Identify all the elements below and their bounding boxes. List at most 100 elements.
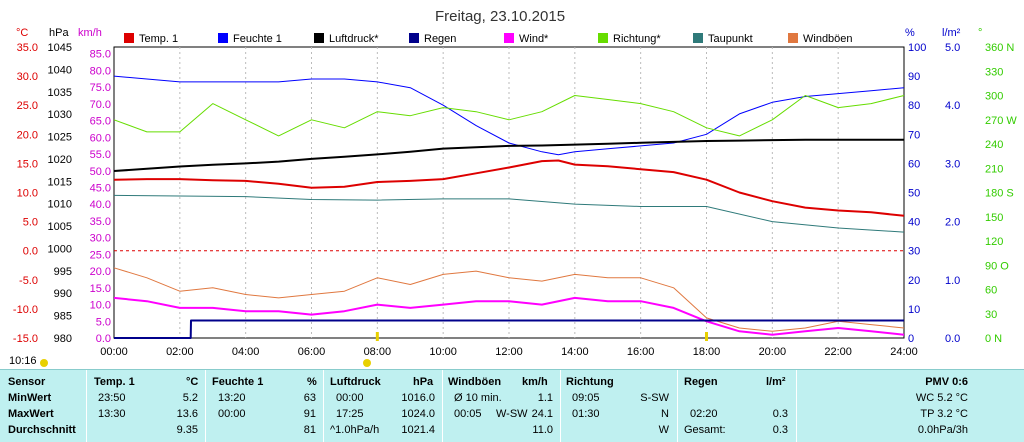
- hum-avg-value: 81: [303, 424, 316, 436]
- tick-label: 1025: [48, 132, 72, 144]
- tick-label: 0 N: [985, 333, 1002, 345]
- dir-r3-value: W: [658, 424, 669, 436]
- press-min-time: 00:00: [336, 392, 364, 404]
- x-tick-label: 12:00: [495, 346, 523, 358]
- tick-label: 50: [908, 188, 920, 200]
- legend-label: Richtung*: [613, 33, 661, 45]
- tick-label: 75.0: [90, 82, 111, 94]
- tick-label: 55.0: [90, 149, 111, 161]
- gust-max-dir: W-SW: [496, 408, 528, 420]
- tick-label: 80: [908, 100, 920, 112]
- temp-max-time: 13:30: [98, 408, 126, 420]
- x-tick-label: 08:00: [364, 346, 392, 358]
- tick-label: 10.0: [17, 188, 38, 200]
- tick-label: 50.0: [90, 166, 111, 178]
- legend-label: Luftdruck*: [329, 33, 379, 45]
- press-max-time: 17:25: [336, 408, 364, 420]
- divider: [442, 370, 443, 442]
- axis-unit: %: [905, 27, 915, 39]
- tick-label: 100: [908, 42, 926, 54]
- sensor-header: Sensor: [8, 376, 46, 388]
- legend-swatch: [409, 33, 419, 43]
- tick-label: 1015: [48, 176, 72, 188]
- rain-unit: l/m²: [766, 376, 786, 388]
- x-tick-label: 00:00: [100, 346, 128, 358]
- divider: [86, 370, 87, 442]
- tick-label: 120: [985, 236, 1003, 248]
- durchschnitt-label: Durchschnitt: [8, 424, 76, 436]
- series-regen: [114, 319, 904, 339]
- tick-label: 1010: [48, 199, 72, 211]
- hum-max-value: 91: [303, 408, 316, 420]
- axis-unit: °: [978, 27, 982, 39]
- legend-swatch: [788, 33, 798, 43]
- hum-header: Feuchte 1: [212, 376, 264, 388]
- time-label: 10:16: [9, 355, 37, 367]
- pmv-pressure-trend: 0.0hPa/3h: [917, 424, 968, 436]
- gust-unit: km/h: [522, 376, 548, 388]
- tick-label: 20.0: [17, 129, 38, 141]
- tick-label: 5.0: [96, 316, 111, 328]
- tick-label: 20: [908, 275, 920, 287]
- tick-label: 4.0: [945, 100, 960, 112]
- dir-r1-value: S-SW: [640, 392, 669, 404]
- tick-label: 180 S: [985, 188, 1014, 200]
- tick-label: 70.0: [90, 99, 111, 111]
- dir-r2-time: 01:30: [572, 408, 600, 420]
- press-unit: hPa: [413, 376, 434, 388]
- dir-header: Richtung: [566, 376, 614, 388]
- rain-total-value: 0.3: [772, 424, 788, 436]
- hum-min-value: 63: [303, 392, 316, 404]
- series-layer: [113, 75, 905, 339]
- tick-label: -10.0: [13, 304, 38, 316]
- legend-swatch: [314, 33, 324, 43]
- tick-label: 35.0: [90, 216, 111, 228]
- tick-label: 1005: [48, 221, 72, 233]
- tick-label: 25.0: [17, 100, 38, 112]
- tick-label: 150: [985, 212, 1003, 224]
- weather-chart: Freitag, 23.10.2015 Temp. 1 Feuchte 1 Luft…: [13, 8, 1017, 367]
- tick-label: 65.0: [90, 116, 111, 128]
- series-wind: [113, 296, 905, 336]
- maxwert-label: MaxWert: [8, 408, 54, 420]
- legend-label: Taupunkt: [708, 33, 753, 45]
- hum-min-time: 13:20: [218, 392, 246, 404]
- tick-label: 1.0: [945, 275, 960, 287]
- tick-label: 985: [54, 311, 72, 323]
- series-luftdruck: [113, 138, 904, 172]
- x-tick-label: 20:00: [759, 346, 787, 358]
- dir-r1-time: 09:05: [572, 392, 600, 404]
- grid: [114, 47, 904, 338]
- series-temp-1: [113, 159, 905, 217]
- pmv-header: PMV 0:6: [925, 376, 968, 388]
- chart-title: Freitag, 23.10.2015: [435, 8, 565, 25]
- tick-label: 10.0: [90, 300, 111, 312]
- tick-label: 270 W: [985, 115, 1017, 127]
- x-tick-label: 24:00: [890, 346, 918, 358]
- series-richtung: [113, 95, 905, 137]
- tick-label: 40: [908, 217, 920, 229]
- gust-max-value: 24.1: [531, 408, 553, 420]
- tick-label: 85.0: [90, 49, 111, 61]
- gust-max-time: 00:05: [454, 408, 482, 420]
- pmv-windchill: WC 5.2 °C: [915, 392, 968, 404]
- minwert-label: MinWert: [8, 392, 52, 404]
- axis-unit: km/h: [78, 27, 102, 39]
- tick-label: 0.0: [945, 333, 960, 345]
- x-tick-label: 14:00: [561, 346, 589, 358]
- tick-label: 1030: [48, 109, 72, 121]
- legend-label: Feuchte 1: [233, 33, 282, 45]
- x-tick-label: 16:00: [627, 346, 655, 358]
- series-feuchte-1: [113, 75, 905, 156]
- tick-label: 90: [908, 71, 920, 83]
- gust-avg10-label: Ø 10 min.: [454, 392, 502, 404]
- tick-label: 5.0: [23, 217, 38, 229]
- tick-label: 2.0: [945, 217, 960, 229]
- legend-swatch: [124, 33, 134, 43]
- tick-label: 0.0: [23, 246, 38, 258]
- press-min-value: 1016.0: [401, 392, 435, 404]
- tick-label: 30.0: [90, 233, 111, 245]
- legend-swatch: [218, 33, 228, 43]
- divider: [205, 370, 206, 442]
- sun-marker: [40, 359, 48, 367]
